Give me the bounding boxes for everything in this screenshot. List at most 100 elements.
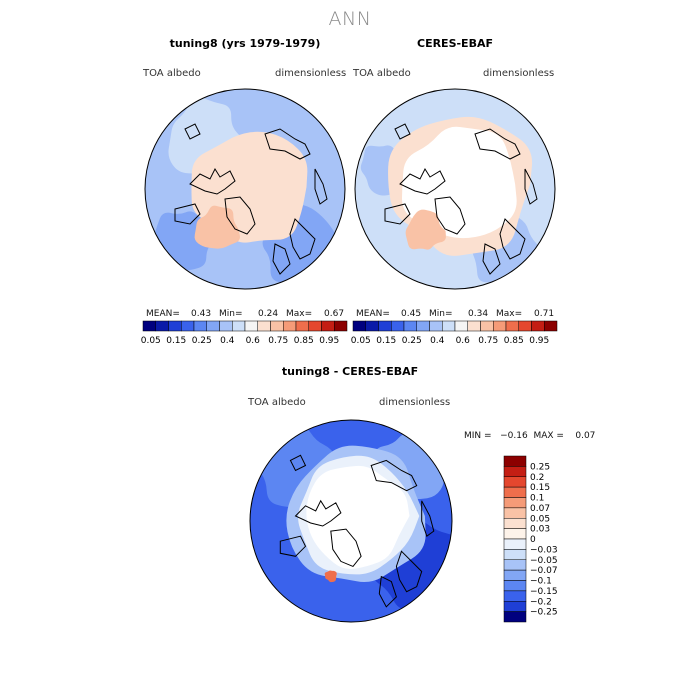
coastline-2	[174, 203, 201, 225]
colorbar-swatch	[378, 320, 392, 332]
panel3-minmax-text: MIN = −0.16 MAX = 0.07	[464, 431, 596, 441]
panel1-units-label: dimensionless	[275, 68, 347, 79]
colorbar-swatch	[181, 320, 195, 332]
coastline-4	[499, 218, 526, 260]
map-border	[354, 88, 556, 290]
colorbar-swatch	[270, 320, 284, 332]
coastline-group	[384, 123, 538, 275]
coastline-2	[279, 535, 307, 557]
panel2-polar-map	[354, 88, 556, 290]
colorbar-swatch	[503, 549, 527, 560]
coastline-group	[174, 123, 328, 275]
coastline-1	[224, 196, 256, 235]
colorbar-swatch	[219, 320, 233, 332]
colorbar-swatch	[505, 320, 519, 332]
coastline-7	[394, 123, 411, 140]
colorbar-tick-label: −0.15	[530, 587, 558, 597]
colorbar-swatch	[503, 466, 527, 477]
coastline-5	[378, 575, 397, 608]
colorbar-tick-label: 0.25	[402, 336, 422, 346]
colorbar-swatch	[429, 320, 443, 332]
coastline-0	[399, 167, 446, 195]
colorbar-swatch	[232, 320, 246, 332]
colorbar-swatch	[416, 320, 430, 332]
colorbar-tick-label: 0.95	[529, 336, 549, 346]
positive-anomaly	[324, 570, 337, 583]
colorbar-swatch	[308, 320, 322, 332]
coastline-7	[289, 454, 307, 472]
colorbar-swatch	[503, 507, 527, 519]
colorbar-swatch	[544, 320, 558, 332]
colorbar-tick-label: 0.05	[530, 514, 550, 524]
map-border	[144, 88, 346, 290]
colorbar-swatch	[321, 320, 335, 332]
map-border	[249, 419, 453, 623]
coastline-3	[370, 459, 418, 492]
coastline-6	[421, 500, 435, 538]
colorbar-tick-label: 0.15	[376, 336, 396, 346]
colorbar-tick-label: −0.07	[530, 566, 558, 576]
panel2-max-value: 0.71	[534, 309, 555, 319]
colorbar-swatch	[480, 320, 494, 332]
panel1-colorbar: 0.05 0.15 0.25 0.4 0.6 0.75 0.85 0.95	[141, 320, 348, 346]
panel1-max-label: Max=	[286, 309, 313, 319]
colorbar-tick-label: 0.05	[351, 336, 371, 346]
colorbar-swatch	[334, 320, 348, 332]
colorbar-tick-label: 0.6	[246, 336, 261, 346]
colorbar-tick-label: −0.1	[530, 577, 552, 587]
colorbar-tick-label: 0.4	[430, 336, 445, 346]
coastline-2	[384, 203, 411, 225]
coastline-7	[184, 123, 201, 140]
colorbar-tick-label: 0	[530, 535, 536, 545]
colorbar-tick-label: 0.75	[268, 336, 288, 346]
colorbar-tick-label: 0.03	[530, 525, 550, 535]
arctic-core	[401, 126, 517, 239]
colorbar-swatch	[503, 476, 527, 488]
colorbar-swatch	[403, 320, 417, 332]
panel1-mean-value: 0.43	[191, 309, 212, 319]
colorbar-swatch	[142, 320, 156, 332]
map-fill-group	[355, 89, 555, 289]
coastline-0	[294, 499, 342, 527]
colorbar-tick-label: 0.07	[530, 504, 550, 514]
colorbar-swatch	[295, 320, 309, 332]
panel3-units-label: dimensionless	[379, 397, 451, 408]
colorbar-swatch	[503, 497, 527, 509]
coastline-1	[330, 528, 362, 568]
coastline-4	[395, 550, 423, 593]
colorbar-tick-label: 0.05	[141, 336, 161, 346]
colorbar-tick-label: −0.05	[530, 556, 558, 566]
colorbar-tick-label: 0.95	[319, 336, 339, 346]
colorbar-swatch	[503, 590, 527, 602]
panel1-title: tuning8 (yrs 1979-1979)	[169, 37, 321, 50]
colorbar-swatch	[503, 601, 527, 612]
coastline-6	[524, 168, 538, 205]
colorbar-tick-label: 0.15	[166, 336, 186, 346]
panel1-min-value: 0.24	[258, 309, 279, 319]
colorbar-swatch	[257, 320, 271, 332]
colorbar-swatch	[493, 320, 507, 332]
colorbar-tick-label: 0.2	[530, 473, 544, 483]
colorbar-tick-label: 0.85	[504, 336, 524, 346]
panel2-mean-label: MEAN=	[356, 309, 390, 319]
panel1-variable-label: TOA albedo	[143, 68, 201, 79]
colorbar-tick-label: 0.25	[530, 462, 550, 472]
map-fill-group	[145, 89, 345, 289]
panel2-units-label: dimensionless	[483, 68, 555, 79]
colorbar-swatch	[518, 320, 532, 332]
colorbar-swatch	[391, 320, 405, 332]
colorbar-swatch	[503, 518, 527, 529]
colorbar-tick-label: 0.75	[478, 336, 498, 346]
colorbar-swatch	[244, 320, 258, 332]
coastline-group	[279, 454, 435, 608]
coastline-6	[314, 168, 328, 205]
colorbar-swatch	[454, 320, 468, 332]
panel2-variable-label: TOA albedo	[353, 68, 411, 79]
colorbar-swatch	[467, 320, 481, 332]
colorbar-swatch	[503, 528, 527, 540]
coastline-3	[264, 128, 311, 160]
colorbar-tick-label: 0.25	[192, 336, 212, 346]
panel3-variable-label: TOA albedo	[248, 397, 306, 408]
coastline-3	[474, 128, 521, 160]
panel2-title: CERES-EBAF	[417, 37, 493, 50]
